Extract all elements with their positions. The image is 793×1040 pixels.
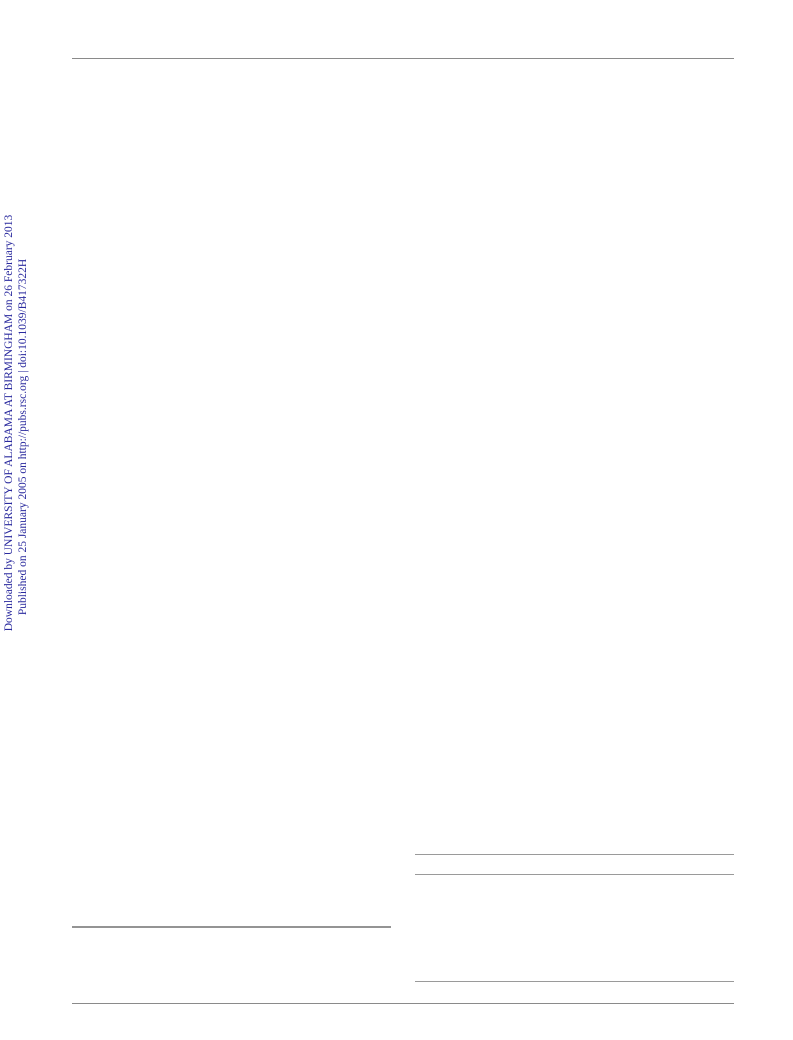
download-notice: Downloaded by UNIVERSITY OF ALABAMA AT B…	[3, 214, 15, 631]
publication-notice: Published on 25 January 2005 on http://p…	[17, 259, 29, 615]
